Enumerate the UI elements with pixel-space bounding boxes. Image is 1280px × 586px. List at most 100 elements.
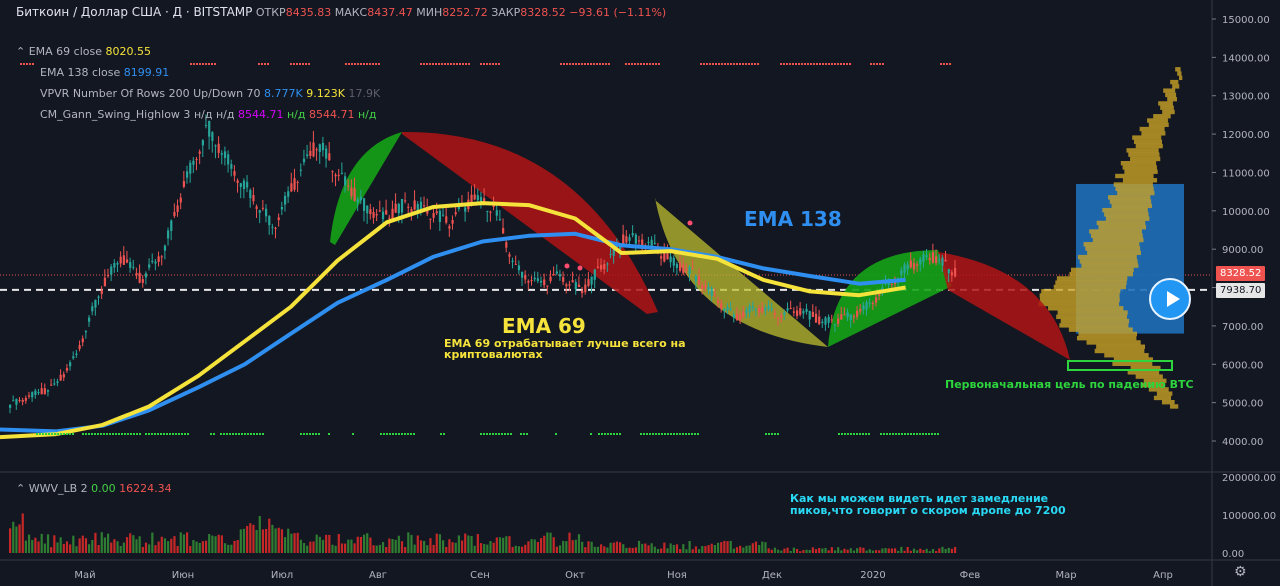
candle-body	[539, 280, 543, 283]
volume-bar	[720, 542, 723, 553]
legend-vpvr[interactable]: VPVR Number Of Rows 200 Up/Down 70 8.777…	[40, 87, 380, 100]
swing-low-dot	[774, 433, 776, 435]
legend-ema69[interactable]: ⌃ EMA 69 close 8020.55	[16, 45, 151, 58]
volume-bar	[208, 534, 211, 553]
candle-body	[552, 274, 555, 276]
vpvr-row	[1122, 178, 1158, 183]
legend-gann[interactable]: CM_Gann_Swing_Highlow 3 н/д н/д 8544.71 …	[40, 108, 377, 121]
swing-high-dot	[739, 63, 741, 65]
swing-low-dot	[937, 433, 939, 435]
ema69-note-line2: криптовалютах	[444, 348, 543, 361]
swing-high-dot	[754, 63, 756, 65]
candle-body	[821, 321, 824, 323]
x-tick-label: Июл	[271, 570, 293, 581]
swing-low-dot	[862, 433, 864, 435]
candle-body	[818, 316, 821, 325]
legend-ema138[interactable]: EMA 138 close 8199.91	[40, 66, 169, 79]
swing-high-dot	[631, 63, 633, 65]
annotation-ema69: EMA 69	[502, 314, 586, 338]
candle-body	[758, 308, 761, 313]
swing-high-dot	[721, 63, 723, 65]
candle-body	[201, 140, 204, 146]
candle-body	[508, 254, 511, 257]
swing-low-dot	[262, 433, 264, 435]
volume-bar	[416, 535, 419, 553]
volume-bar	[546, 532, 549, 553]
vpvr-row	[1141, 131, 1166, 136]
candle-body	[663, 251, 666, 262]
volume-bar	[246, 525, 249, 553]
volume-bar	[201, 541, 204, 553]
swing-high-dot	[492, 63, 494, 65]
volume-bar	[663, 542, 666, 553]
vpvr-row	[1094, 348, 1145, 354]
volume-bar	[347, 539, 350, 553]
volume-bar	[606, 547, 609, 553]
gann-v3: 8544.71	[237, 108, 284, 121]
volume-bar	[78, 538, 81, 553]
volume-bar	[802, 550, 805, 553]
vpvr-row	[1104, 212, 1149, 217]
swing-high-dot	[608, 63, 610, 65]
gear-icon[interactable]: ⚙	[1234, 564, 1247, 580]
volume-bar	[182, 534, 186, 553]
volume-bar	[476, 534, 479, 553]
y-tick-label: 14000.00	[1222, 53, 1270, 64]
annotation-target: Первоначальная цель по падению BTC	[945, 378, 1194, 391]
collapse-icon[interactable]: ⌃	[16, 45, 26, 58]
swing-low-dot	[658, 433, 660, 435]
swing-low-dot	[395, 433, 397, 435]
swing-high-dot	[807, 63, 809, 65]
ema69-value: 8020.55	[105, 45, 152, 58]
swing-low-dot	[57, 433, 59, 435]
swing-high-dot	[733, 63, 735, 65]
volume-bar	[344, 543, 347, 553]
candle-body	[321, 142, 325, 151]
candle-body	[773, 312, 777, 315]
ema69-label: EMA 69 close	[28, 45, 103, 58]
slowdown-line1: Как мы можем видеть идет замедление	[790, 492, 1049, 505]
vpvr-row	[1048, 306, 1124, 311]
candle-body	[470, 194, 473, 205]
candle-body	[808, 310, 811, 320]
candle-body	[555, 271, 558, 274]
swing-low-dot	[931, 433, 933, 435]
candle-body	[530, 280, 533, 282]
volume-bar	[239, 529, 242, 553]
candle-body	[306, 154, 309, 156]
swing-high-dot	[828, 63, 830, 65]
swing-high-dot	[628, 63, 630, 65]
collapse-icon-volume[interactable]: ⌃	[16, 482, 26, 495]
candle-body	[362, 198, 366, 211]
swing-low-dot	[69, 433, 71, 435]
swing-low-dot	[259, 433, 261, 435]
volume-bar	[868, 549, 871, 553]
volume-bar	[12, 521, 15, 553]
swing-low-dot	[210, 433, 212, 435]
vpvr-row	[1179, 75, 1183, 81]
swing-high-dot	[202, 63, 204, 65]
volume-bar	[593, 546, 596, 553]
legend-wwv[interactable]: ⌃ WWV_LB 2 0.00 16224.34	[16, 482, 172, 495]
volume-bar	[325, 534, 328, 553]
swing-low-dot	[676, 433, 678, 435]
swing-low-dot	[121, 433, 123, 435]
volume-bar	[954, 546, 957, 553]
candle-body	[138, 272, 141, 283]
volume-bar	[97, 545, 100, 553]
play-button[interactable]	[1149, 278, 1191, 320]
swing-low-dot	[501, 433, 503, 435]
volume-bar	[72, 535, 75, 553]
volume-bar	[568, 532, 571, 553]
candle-body	[116, 263, 119, 265]
vpvr-row	[1175, 67, 1181, 72]
swing-low-dot	[306, 433, 308, 435]
volume-bar	[859, 547, 862, 553]
symbol-title[interactable]: Биткоин / Доллар США · Д · BITSTAMP	[16, 5, 253, 19]
swing-high-dot	[882, 63, 884, 65]
candle-body	[694, 275, 698, 282]
swing-high-dot	[354, 63, 356, 65]
swing-high-dot	[703, 63, 705, 65]
volume-bar	[735, 547, 739, 553]
